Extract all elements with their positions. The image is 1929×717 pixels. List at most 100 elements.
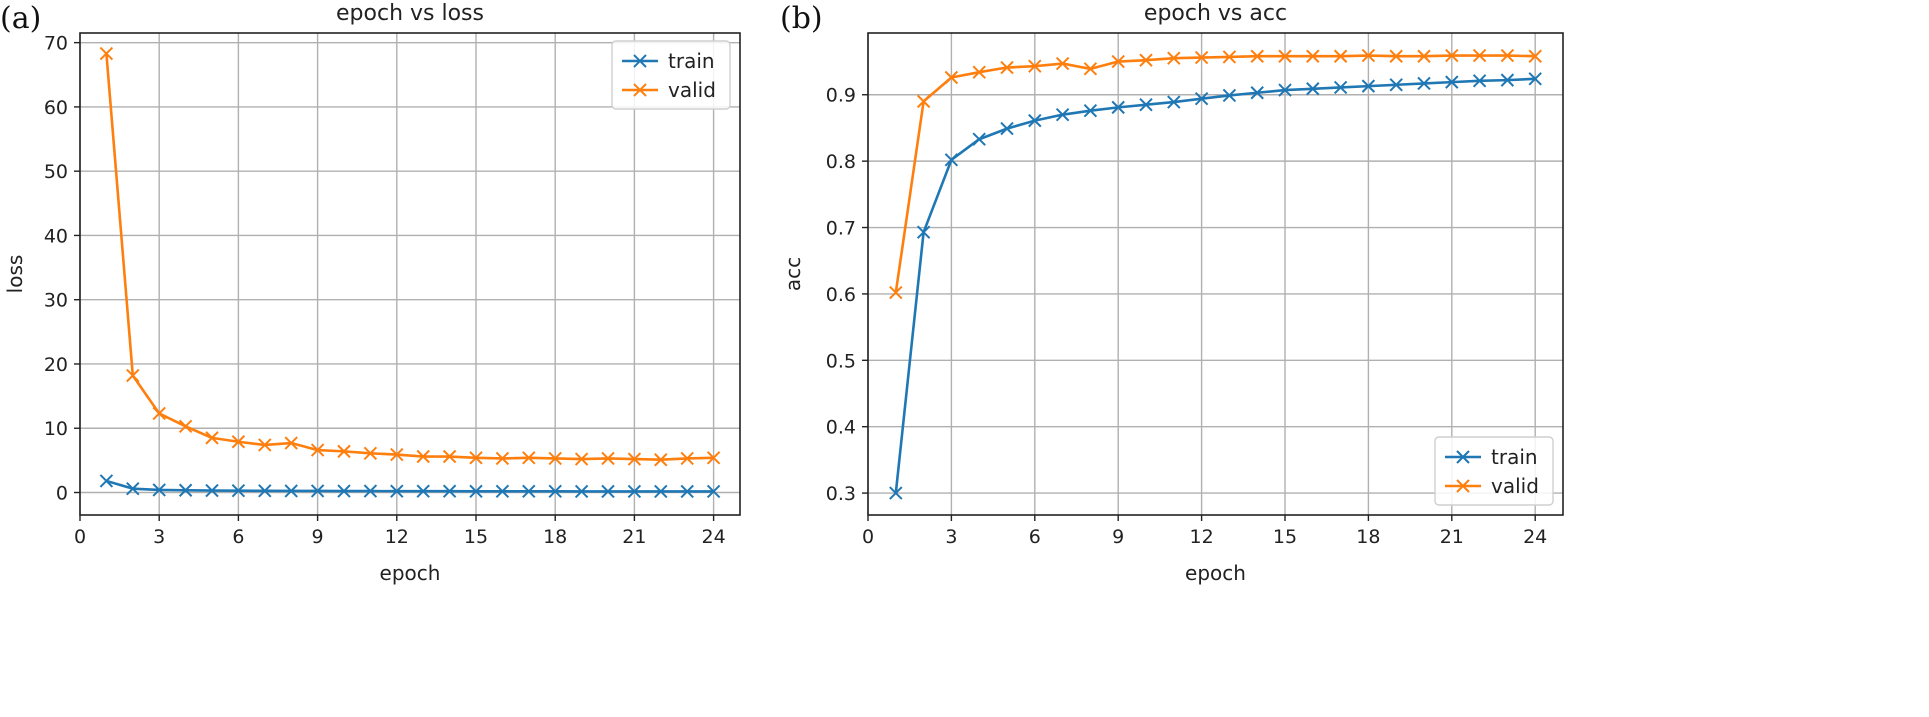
acc-train-point [916, 225, 931, 239]
marker-stroke [1528, 72, 1542, 86]
marker-stroke [205, 431, 219, 445]
marker-stroke [1083, 62, 1098, 76]
loss-train-point [469, 484, 483, 498]
acc-valid-line [894, 54, 1536, 293]
loss-train-point [548, 484, 562, 499]
marker-stroke [442, 484, 457, 498]
loss-valid-point [442, 449, 457, 464]
marker-stroke [1306, 82, 1320, 96]
marker-stroke [944, 70, 959, 85]
y-tick-label: 30 [44, 290, 68, 312]
x-tick-label: 3 [153, 526, 165, 548]
loss-valid-point [495, 451, 510, 466]
x-tick-label: 21 [622, 526, 646, 548]
loss-valid-point [99, 46, 114, 61]
y-tick-label: 0.9 [826, 85, 856, 107]
marker-stroke [126, 368, 140, 383]
acc-train-point [1500, 73, 1515, 87]
marker-stroke [152, 483, 166, 497]
acc-valid-point [1500, 48, 1515, 63]
legend-marker [1456, 479, 1470, 493]
loss-valid-point [654, 453, 668, 467]
marker-stroke [1055, 107, 1070, 122]
acc-valid-point [1445, 48, 1459, 63]
marker-stroke [1389, 49, 1403, 63]
y-tick-label: 70 [44, 33, 68, 55]
acc-train-point [1083, 103, 1098, 118]
marker-stroke [1361, 48, 1376, 63]
marker-stroke [574, 484, 589, 499]
marker-stroke [1361, 79, 1376, 93]
legend-train-label: train [1491, 445, 1538, 469]
loss-valid-point [178, 419, 193, 434]
y-tick-label: 0.3 [826, 483, 856, 505]
legend: train valid [1434, 436, 1554, 506]
x-tick-label: 18 [1356, 526, 1380, 548]
marker-stroke [916, 94, 931, 109]
loss-train-point [99, 474, 114, 488]
acc-valid-point [1028, 59, 1042, 73]
marker-stroke [284, 484, 298, 498]
x-tick-label: 18 [543, 526, 567, 548]
loss-valid-point [205, 431, 219, 445]
marker-stroke [944, 153, 959, 167]
marker-stroke [258, 484, 272, 498]
loss-valid-point [231, 435, 246, 449]
marker-stroke [1194, 50, 1209, 65]
marker-stroke [1472, 48, 1487, 63]
marker-stroke [469, 484, 483, 498]
y-tick-label: 10 [44, 418, 68, 440]
y-tick-label: 0.8 [826, 151, 856, 173]
loss-train-point [152, 483, 166, 497]
marker-stroke [310, 484, 325, 498]
marker-stroke [522, 451, 536, 465]
marker-stroke [1167, 51, 1181, 65]
legend-marker [633, 54, 647, 68]
marker-stroke [972, 132, 986, 146]
acc-train-point [1055, 107, 1070, 122]
marker-stroke [1278, 49, 1292, 63]
loss-valid-point [601, 451, 615, 466]
loss-train-point [126, 481, 140, 496]
acc-train-point [1445, 75, 1459, 89]
loss-train-point [627, 484, 642, 499]
y-tick-label: 0.7 [826, 218, 856, 240]
y-tick-label: 50 [44, 161, 68, 183]
acc-valid-point [1083, 62, 1098, 76]
acc-valid-point [1306, 49, 1320, 63]
loss-train-line [106, 479, 714, 493]
x-tick-label: 9 [312, 526, 324, 548]
y-tick-label: 0.6 [826, 284, 856, 306]
loss-train-point [258, 484, 272, 498]
marker-stroke [1417, 49, 1431, 63]
marker-stroke [337, 444, 351, 459]
acc-train-point [1167, 95, 1181, 109]
x-tick-label: 6 [1029, 526, 1041, 548]
legend-valid-label: valid [1491, 474, 1539, 498]
marker-stroke [1222, 88, 1237, 103]
acc-train-point [1139, 97, 1153, 112]
marker-stroke [574, 452, 589, 466]
x-tick-label: 0 [862, 526, 874, 548]
marker-stroke [416, 449, 430, 464]
loss-valid-line [105, 53, 714, 462]
loss-valid-point [680, 451, 694, 466]
acc-train-point [1306, 82, 1320, 96]
legend-train-label: train [668, 49, 715, 73]
y-axis-label: acc [781, 257, 805, 291]
x-tick-label: 9 [1112, 526, 1124, 548]
acc-train-point [1417, 76, 1431, 91]
acc-train-point [1194, 92, 1209, 106]
acc-valid-point [1528, 49, 1542, 63]
marker-stroke [601, 451, 615, 466]
marker-stroke [99, 474, 114, 488]
x-tick-label: 15 [464, 526, 488, 548]
x-tick-label: 3 [945, 526, 957, 548]
marker-stroke [1111, 54, 1125, 69]
legend-marker [633, 83, 647, 97]
x-axis-label: epoch [1185, 561, 1246, 585]
marker-stroke [1389, 78, 1403, 92]
loss-valid-point [390, 447, 404, 462]
acc-train-point [1250, 86, 1264, 100]
acc-valid-point [944, 70, 959, 85]
